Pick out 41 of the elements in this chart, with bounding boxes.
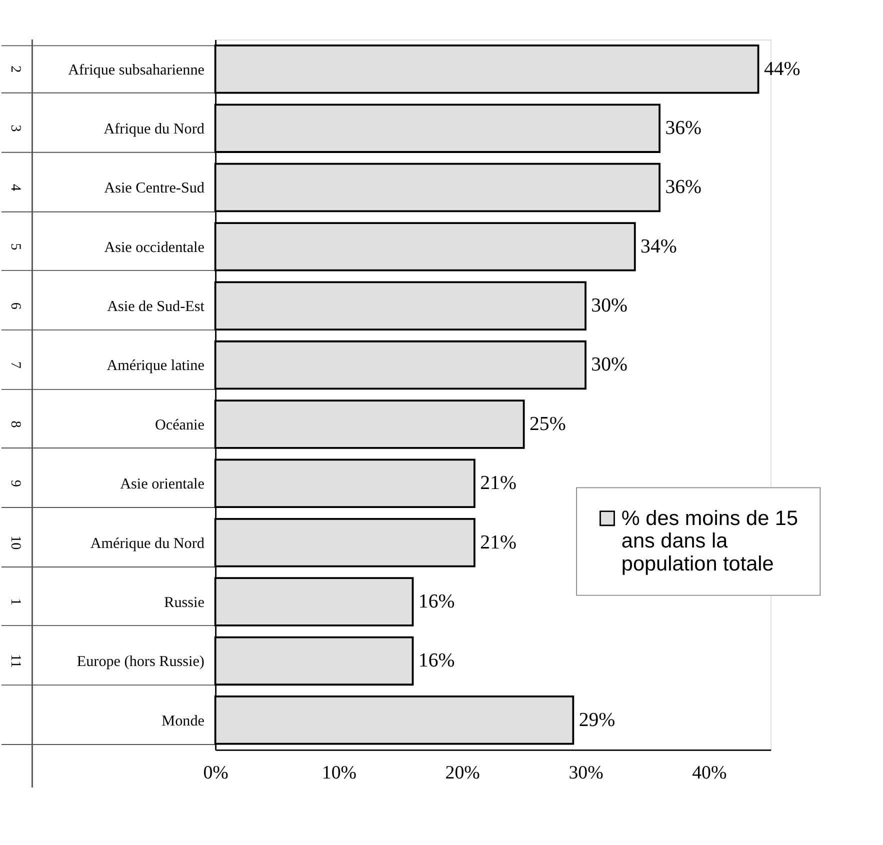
text: 5 (7, 243, 24, 250)
y-tick-label: Asie occidentale (104, 240, 205, 256)
y-tick-label: Asie de Sud-Est (107, 299, 206, 316)
y-tick-label: Amérique du Nord (90, 536, 205, 552)
text: 9 (7, 480, 24, 487)
data-label: 30% (591, 354, 628, 376)
x-tick-label: 20% (445, 762, 480, 784)
y-tick-label: Asie Centre-Sud (104, 180, 205, 197)
text: 7 (7, 362, 24, 369)
data-label: 16% (418, 590, 455, 612)
text: 10 (7, 536, 24, 550)
data-label: 44% (764, 58, 800, 80)
y-tick-label: Afrique du Nord (104, 122, 205, 138)
data-label: 34% (640, 235, 677, 258)
y-tick-label: Afrique subsaharienne (68, 62, 205, 78)
text: 3 (7, 124, 24, 132)
x-tick-label: 40% (692, 762, 727, 784)
text: 8 (7, 420, 24, 428)
y-tick-label: Amérique latine (106, 358, 205, 374)
data-label: 36% (665, 116, 702, 139)
y-tick-label: Europe (hors Russie) (76, 654, 204, 670)
data-label: 16% (418, 650, 455, 672)
x-tick-label: 0% (203, 762, 229, 784)
legend-label: % des moins de 15 ans dans la population totale (621, 506, 798, 576)
x-tick-label: 10% (322, 762, 357, 784)
x-tick-label: 30% (568, 762, 604, 784)
y-tick-label: Russie (164, 594, 205, 611)
text: 1 (7, 598, 24, 606)
data-label: 36% (665, 176, 702, 198)
text: 2 (7, 66, 24, 73)
text: 6 (7, 302, 24, 310)
y-tick-label: Océanie (154, 417, 205, 434)
y-tick-label: Asie orientale (120, 476, 205, 493)
data-label: 29% (578, 708, 616, 731)
text: 4 (7, 184, 24, 192)
text: 11 (7, 654, 24, 668)
data-label: 30% (591, 294, 628, 317)
y-tick-label: Monde (162, 713, 205, 730)
data-label: 21% (480, 531, 516, 554)
data-label: 21% (480, 472, 516, 494)
data-label: 25% (529, 412, 566, 435)
